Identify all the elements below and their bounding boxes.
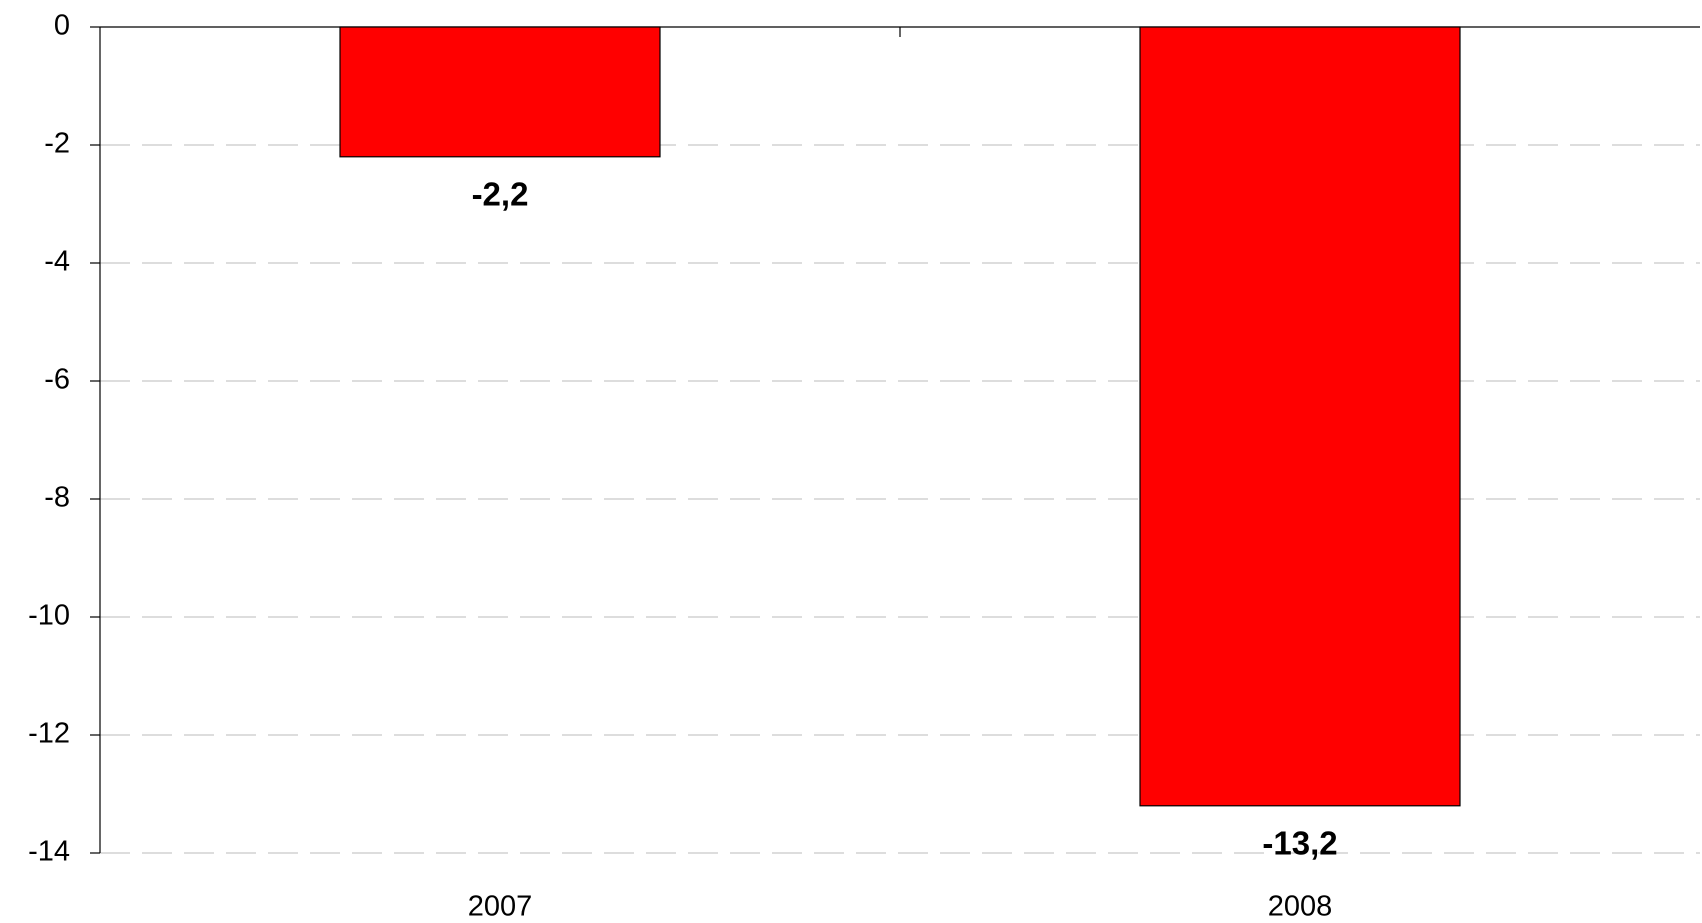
value-label: -13,2 xyxy=(1262,825,1337,862)
x-tick-label: 2008 xyxy=(1268,891,1333,923)
y-tick-label: -6 xyxy=(44,364,70,396)
y-tick-label: -8 xyxy=(44,482,70,514)
value-label: -2,2 xyxy=(472,176,529,213)
y-tick-label: -4 xyxy=(44,246,70,278)
y-tick-label: -10 xyxy=(28,600,70,632)
bar xyxy=(1139,26,1461,807)
x-tick-label: 2007 xyxy=(468,891,533,923)
y-tick-label: -2 xyxy=(44,128,70,160)
y-tick-label: -14 xyxy=(28,836,70,868)
bar xyxy=(339,26,661,158)
y-tick-label: 0 xyxy=(54,10,70,42)
y-tick-label: -12 xyxy=(28,718,70,750)
